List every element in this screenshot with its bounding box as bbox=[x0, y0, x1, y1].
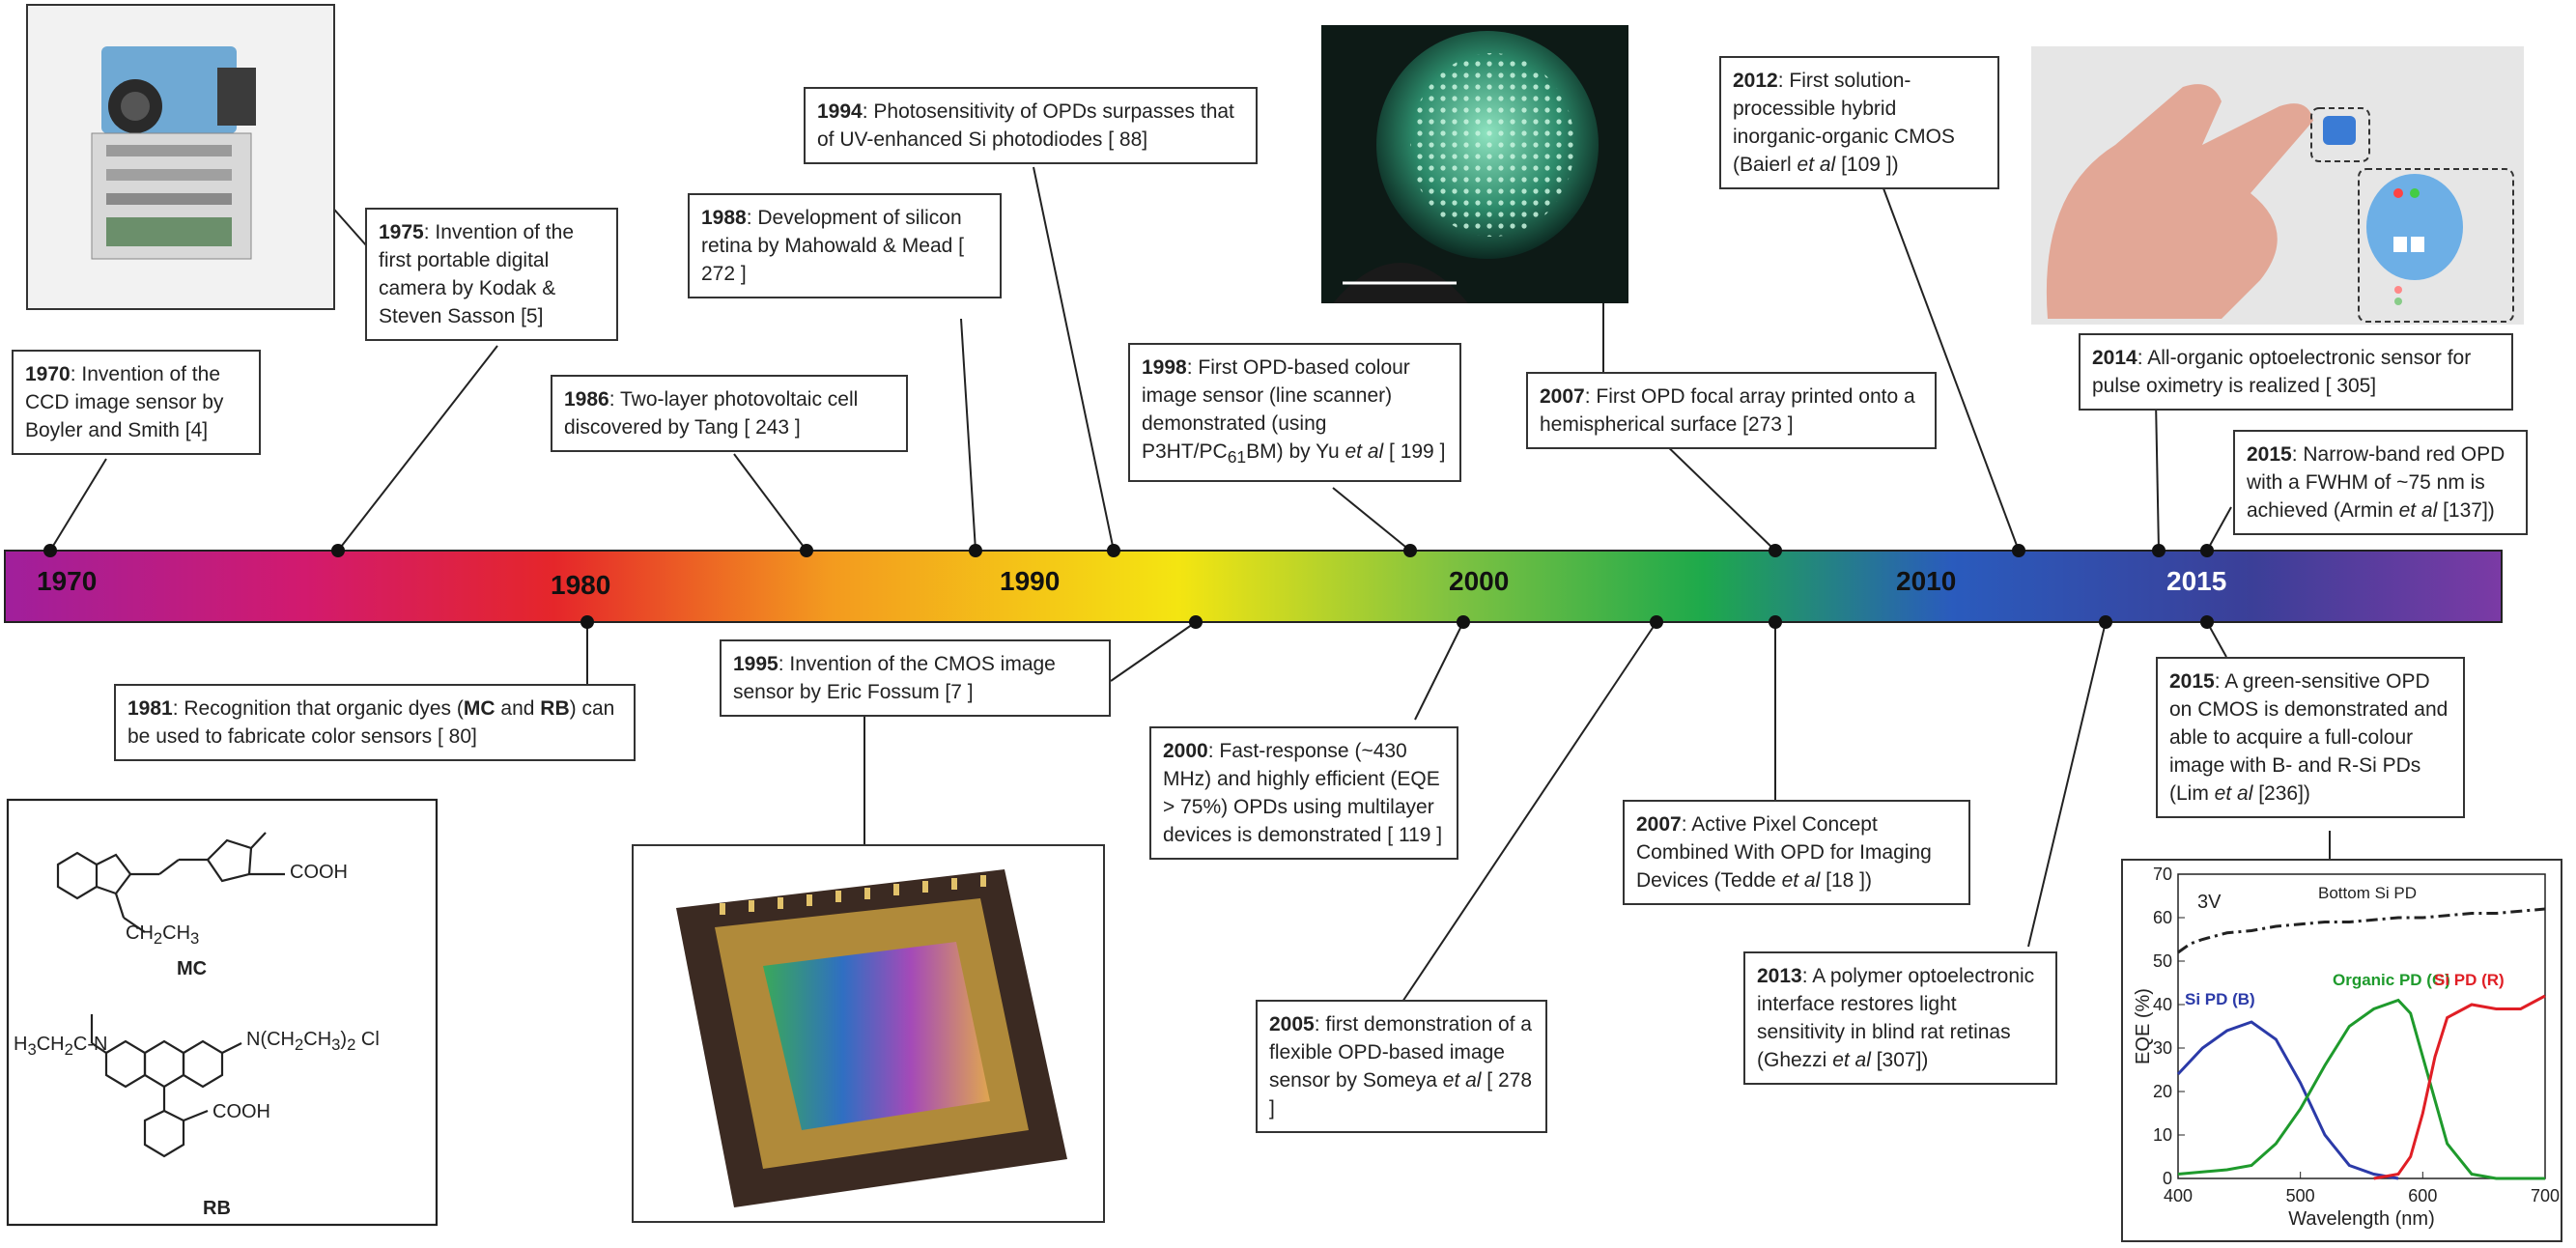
year-label-1990: 1990 bbox=[1000, 566, 1061, 596]
event-1986: 1986: Two-layer photovoltaic cell discov… bbox=[551, 375, 908, 452]
y-tick-label-0: 0 bbox=[2163, 1169, 2172, 1188]
y-tick-label-10: 10 bbox=[2153, 1125, 2172, 1145]
dye-structures bbox=[6, 798, 439, 1227]
series-label-1: Si PD (B) bbox=[2185, 990, 2255, 1008]
hemispherical-array-photo bbox=[1321, 25, 1628, 303]
y-tick-label-60: 60 bbox=[2153, 908, 2172, 927]
event-1988: 1988: Development of silicon retina by M… bbox=[688, 193, 1002, 298]
x-tick-label-600: 600 bbox=[2408, 1186, 2437, 1205]
event-2012: 2012: First solution-processible hybrid … bbox=[1719, 56, 1999, 189]
year-label-2010: 2010 bbox=[1896, 566, 1957, 596]
y-tick-label-20: 20 bbox=[2153, 1082, 2172, 1101]
series-line-0 bbox=[2177, 907, 2546, 954]
event-1975: 1975: Invention of the first portable di… bbox=[365, 208, 618, 341]
x-tick-label-700: 700 bbox=[2531, 1186, 2560, 1205]
plot-area bbox=[2177, 873, 2546, 1179]
timeline-dots bbox=[43, 544, 2214, 629]
year-label-1980: 1980 bbox=[551, 570, 611, 600]
event-2000: 2000: Fast-response (~430 MHz) and highl… bbox=[1149, 726, 1458, 860]
mc-ethyl-label: CH2CH3 bbox=[126, 922, 200, 948]
event-2014: 2014: All-organic optoelectronic sensor … bbox=[2079, 333, 2513, 411]
pulse-oximetry-photo bbox=[2031, 46, 2524, 325]
event-2013: 2013: A polymer optoelectronic interface… bbox=[1743, 951, 2057, 1085]
cmos-chip-image bbox=[632, 844, 1105, 1223]
series-label-3: Si PD (R) bbox=[2434, 971, 2505, 989]
series-label-2: Organic PD (G) bbox=[2333, 971, 2450, 989]
rb-label: RB bbox=[203, 1198, 231, 1219]
year-label-2000: 2000 bbox=[1449, 566, 1510, 596]
chart-annotation: 3V bbox=[2197, 892, 2222, 913]
event-1970: 1970: Invention of the CCD image sensor … bbox=[12, 350, 261, 455]
series-line-1 bbox=[2176, 1020, 2399, 1180]
y-tick-label-70: 70 bbox=[2153, 865, 2172, 884]
event-1998: 1998: First OPD-based colour image senso… bbox=[1128, 343, 1461, 483]
connector-lines bbox=[49, 166, 2331, 1006]
event-2005: 2005: first demonstration of a flexible … bbox=[1256, 1000, 1547, 1133]
event-2015-red-opd: 2015: Narrow-band red OPD with a FWHM of… bbox=[2233, 430, 2528, 535]
y-tick-label-30: 30 bbox=[2153, 1038, 2172, 1058]
timeline-bar bbox=[4, 550, 2503, 623]
eqe-chart: 400 500 600 700 0 10 20 30 40 50 60 70 Wavelength (n… bbox=[2133, 865, 2560, 1230]
rb-left-label: H3CH2C-N bbox=[14, 1034, 108, 1059]
x-tick-label-400: 400 bbox=[2164, 1186, 2193, 1205]
year-label-2015: 2015 bbox=[2166, 566, 2227, 596]
y-tick-label-40: 40 bbox=[2153, 995, 2172, 1014]
series-label-0: Bottom Si PD bbox=[2318, 884, 2417, 902]
event-1995: 1995: Invention of the CMOS image sensor… bbox=[720, 639, 1111, 717]
rb-right-label: N(CH2CH3)2 Cl bbox=[246, 1029, 380, 1054]
series-line-3 bbox=[2373, 994, 2546, 1180]
event-2015-green-opd: 2015: A green-sensitive OPD on CMOS is d… bbox=[2156, 657, 2465, 818]
rb-cooh-label: COOH bbox=[212, 1101, 270, 1122]
kodak-camera-photo bbox=[26, 4, 335, 310]
event-2007-focal-array: 2007: First OPD focal array printed onto… bbox=[1526, 372, 1937, 449]
event-2007-active-pixel: 2007: Active Pixel Concept Combined With… bbox=[1623, 800, 1970, 905]
mc-cooh-label: COOH bbox=[290, 862, 348, 883]
event-1994: 1994: Photosensitivity of OPDs surpasses… bbox=[804, 87, 1258, 164]
y-tick-label-50: 50 bbox=[2153, 951, 2172, 971]
mc-label: MC bbox=[177, 958, 208, 979]
event-1981: 1981: Recognition that organic dyes (MC … bbox=[114, 684, 636, 761]
x-axis-label: Wavelength (nm) bbox=[2288, 1208, 2435, 1230]
x-tick-label-500: 500 bbox=[2286, 1186, 2315, 1205]
eqe-chart-frame bbox=[2121, 859, 2562, 1242]
series-line-2 bbox=[2177, 998, 2545, 1180]
year-label-1970: 1970 bbox=[37, 566, 98, 596]
y-axis-label: EQE (%) bbox=[2133, 988, 2154, 1064]
